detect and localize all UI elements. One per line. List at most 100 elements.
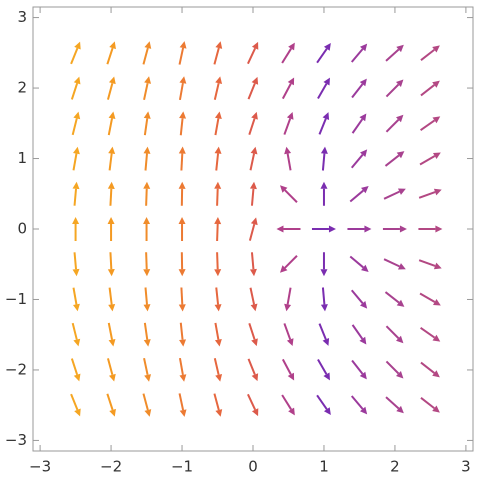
arrow	[72, 146, 80, 171]
arrow-shaft	[72, 153, 78, 171]
arrow	[70, 393, 81, 417]
arrow-head	[361, 264, 369, 272]
arrow-shaft	[283, 118, 292, 135]
arrow-head	[144, 41, 152, 49]
arrow	[143, 181, 151, 206]
arrow-shaft	[70, 393, 79, 411]
arrow	[143, 252, 151, 277]
arrow-shaft	[143, 358, 149, 376]
arrow-shaft	[286, 153, 292, 171]
arrow-head	[396, 44, 404, 53]
arrow-shaft	[247, 358, 256, 375]
arrow-shaft	[351, 118, 364, 134]
arrow-head	[250, 146, 258, 155]
arrow-shaft	[143, 322, 149, 340]
arrow-shaft	[109, 252, 113, 270]
arrow-head	[73, 373, 81, 382]
arrow-shaft	[384, 154, 400, 167]
arrow	[351, 324, 367, 345]
arrow-shaft	[321, 153, 326, 171]
arrow-head	[359, 149, 368, 157]
arrow	[317, 77, 330, 99]
arrow-shaft	[250, 252, 255, 270]
arrow-shaft	[214, 118, 220, 136]
arrow-head	[144, 76, 152, 84]
arrow-shaft	[143, 118, 149, 136]
arrow	[320, 181, 328, 206]
arrow-shaft	[350, 154, 364, 169]
arrow-head	[396, 299, 405, 307]
arrow-shaft	[70, 82, 79, 100]
x-tick-label: 1	[319, 458, 329, 476]
arrow	[420, 397, 440, 413]
arrow	[247, 358, 259, 382]
arrow	[283, 112, 294, 135]
arrow	[420, 361, 440, 378]
arrow-head	[433, 188, 442, 196]
arrow-head	[109, 408, 116, 417]
arrow-head	[214, 339, 222, 347]
arrow	[70, 358, 81, 382]
arrow-head	[178, 269, 186, 277]
arrow-shaft	[213, 358, 220, 376]
arrow-head	[108, 76, 116, 85]
arrow-head	[214, 146, 222, 154]
arrow-head	[432, 370, 440, 378]
x-tick-label: −1	[171, 458, 193, 476]
x-tick-label: 3	[461, 458, 471, 476]
arrow-head	[399, 225, 407, 233]
arrow	[249, 146, 258, 171]
arrow-head	[109, 41, 116, 50]
arrow-shaft	[215, 287, 220, 305]
arrow	[71, 111, 81, 136]
arrow-shaft	[420, 84, 435, 97]
arrow-shaft	[180, 287, 184, 305]
arrow	[143, 217, 151, 241]
arrow	[71, 322, 81, 347]
arrow	[418, 188, 442, 199]
arrow	[70, 41, 81, 65]
arrow-head	[73, 303, 80, 312]
x-tick-label: −3	[29, 458, 51, 476]
arrow-shaft	[317, 83, 328, 99]
arrow-head	[286, 338, 294, 346]
arrow-head	[108, 338, 116, 347]
arrow	[142, 41, 152, 65]
arrow-head	[395, 335, 404, 344]
arrow	[213, 76, 223, 100]
arrow	[214, 111, 222, 136]
arrow	[385, 114, 404, 133]
arrow-head	[72, 181, 80, 190]
arrow-head	[251, 76, 259, 85]
arrow-head	[143, 217, 151, 224]
arrow-head	[432, 152, 441, 160]
arrow-shaft	[418, 191, 436, 199]
arrow	[420, 116, 441, 131]
arrow-shaft	[418, 259, 436, 267]
arrow-head	[214, 111, 222, 119]
arrow-head	[397, 263, 406, 270]
arrow	[318, 323, 330, 346]
arrow	[106, 358, 116, 382]
x-tick-label: 0	[248, 458, 258, 476]
arrow-head	[108, 111, 116, 120]
arrow	[248, 322, 258, 347]
arrow	[107, 181, 115, 206]
arrow-head	[249, 181, 257, 190]
arrow-shaft	[385, 360, 400, 375]
arrow-shaft	[351, 359, 364, 375]
arrow-head	[107, 217, 115, 224]
arrow	[142, 393, 152, 417]
arrow	[247, 41, 259, 65]
arrow-head	[279, 185, 288, 193]
arrow-shaft	[216, 252, 219, 270]
arrow-head	[320, 181, 328, 189]
arrow-head	[288, 407, 295, 416]
arrow-head	[320, 146, 328, 154]
arrow-shaft	[107, 118, 114, 136]
arrow	[384, 151, 405, 167]
arrow	[247, 76, 259, 100]
arrow-shaft	[385, 396, 400, 410]
arrow-shaft	[142, 393, 149, 411]
arrow-shaft	[178, 82, 184, 101]
